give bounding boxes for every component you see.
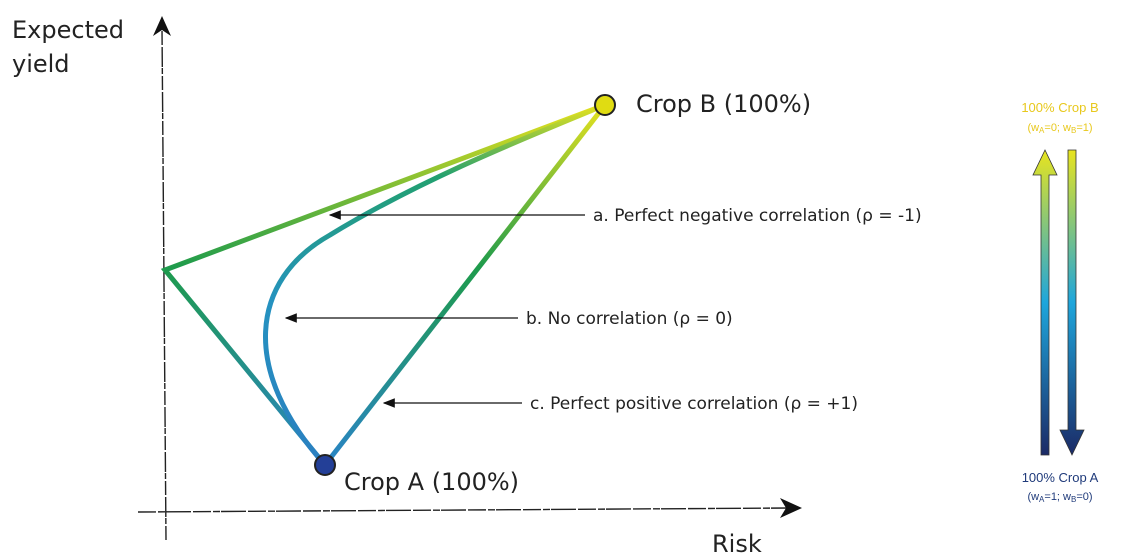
- note-part: =1; w: [1044, 491, 1071, 503]
- positive-correlation-line: [323, 103, 607, 467]
- x-label: Risk: [712, 530, 762, 558]
- crop-a-point: [314, 454, 336, 476]
- y-arrow: [153, 16, 171, 36]
- note-part: (w: [1027, 122, 1039, 134]
- legend-bottom-note: (wA=1; wB=0): [1027, 491, 1092, 504]
- crop-b-label: Crop B (100%): [636, 90, 811, 118]
- axes: [137, 16, 802, 541]
- crop-a-label: Crop A (100%): [344, 468, 519, 496]
- crop-b-point: [594, 94, 616, 116]
- negative-correlation-line: [160, 102, 606, 467]
- annotation: a. Perfect negative correlation (ρ = -1): [593, 206, 922, 226]
- y-label: yield: [12, 50, 70, 78]
- legend-top-title: 100% Crop B: [1021, 100, 1098, 115]
- note-part: =0): [1076, 491, 1092, 503]
- no-correlation-curve: [263, 102, 606, 467]
- legend-bottom-title: 100% Crop A: [1022, 470, 1099, 485]
- note-part: (w: [1027, 491, 1039, 503]
- y-axis: [161, 27, 167, 541]
- up-arrow: [1032, 149, 1058, 456]
- note-part: =1): [1076, 122, 1092, 134]
- down-arrow: [1059, 149, 1085, 456]
- note-sub: B: [1071, 126, 1076, 135]
- note-sub: B: [1071, 495, 1076, 504]
- note-sub: A: [1039, 126, 1045, 135]
- note-sub: A: [1039, 495, 1045, 504]
- annotation: b. No correlation (ρ = 0): [526, 309, 733, 329]
- x-axis: [137, 507, 791, 513]
- annotation: c. Perfect positive correlation (ρ = +1): [530, 394, 858, 414]
- x-arrow: [780, 498, 802, 518]
- y-label: Expected: [12, 16, 124, 44]
- note-part: =0; w: [1044, 122, 1071, 134]
- legend-top-note: (wA=0; wB=1): [1027, 122, 1092, 135]
